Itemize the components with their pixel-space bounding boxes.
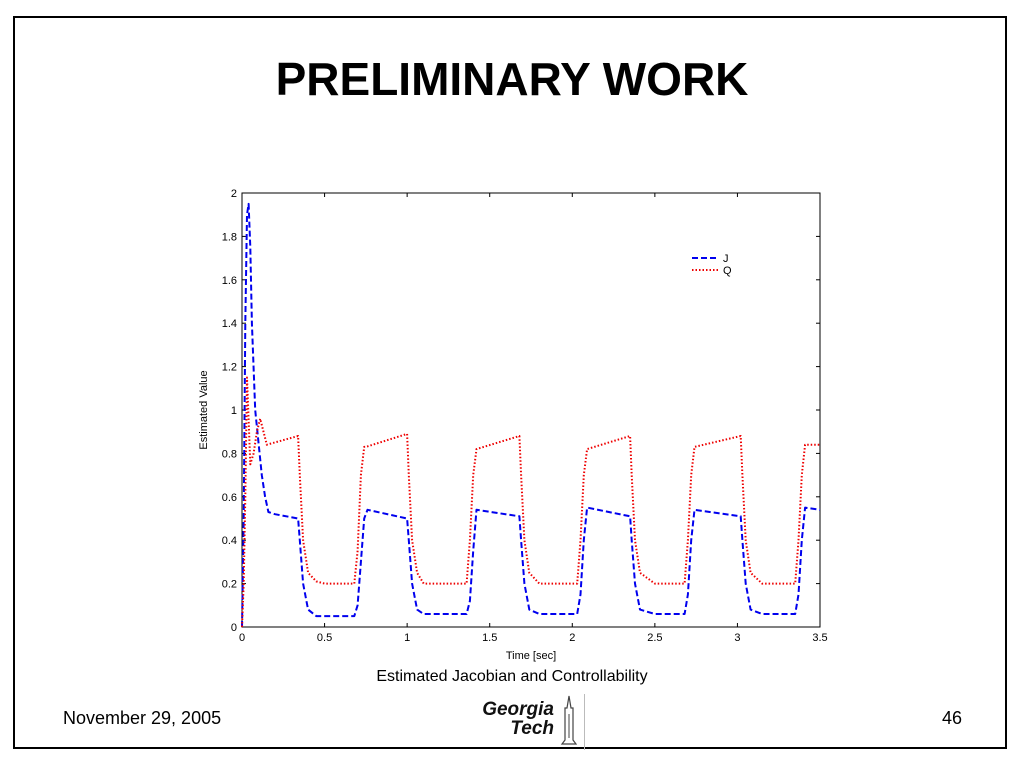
y-tick-label: 2: [231, 188, 237, 200]
series-layer: [241, 202, 821, 628]
footer-date: November 29, 2005: [63, 708, 222, 728]
x-tick-label: 1: [404, 632, 410, 644]
y-axis-label: Estimated Value: [198, 370, 210, 449]
x-tick-label: 3.5: [812, 632, 827, 644]
page-number: 46: [941, 708, 962, 728]
y-tick-label: 1.6: [222, 275, 237, 287]
y-tick-label: 1.8: [222, 231, 237, 243]
logo-text: Georgia Tech: [446, 700, 554, 738]
x-tick-label: 3: [734, 632, 740, 644]
y-tick-label: 0: [231, 622, 237, 634]
x-tick-label: 1.5: [482, 632, 497, 644]
tech-tower-icon: [560, 695, 578, 745]
plot-area: [241, 192, 821, 628]
y-tick-label: 0.8: [222, 448, 237, 460]
logo-line-georgia: Georgia: [482, 699, 554, 720]
axis-ticks: 0 0.5 1 1.5 2 2.5 3 3.5 0 0.2 0.4 0.6 0.8 1 1.2 1.4 1.6 1…: [222, 188, 828, 644]
legend-label-q: Q: [723, 265, 732, 277]
legend-label-j: J: [723, 253, 729, 265]
chart-caption: Estimated Jacobian and Controllability: [376, 668, 648, 685]
slide-title: PRELIMINARY WORK: [275, 53, 749, 105]
logo-line-tech: Tech: [510, 718, 554, 739]
georgia-tech-logo: Georgia Tech: [440, 694, 590, 750]
slide-frame: [13, 16, 1007, 749]
series-line-j: [241, 202, 821, 628]
y-tick-label: 1: [231, 405, 237, 417]
x-tick-label: 0.5: [317, 632, 332, 644]
series-line-q: [241, 376, 820, 628]
x-tick-label: 2: [569, 632, 575, 644]
logo-divider: [584, 694, 585, 750]
x-tick-label: 2.5: [647, 632, 662, 644]
x-tick-label: 0: [239, 632, 245, 644]
x-axis-label: Time [sec]: [506, 650, 556, 662]
y-tick-label: 0.4: [222, 535, 237, 547]
y-tick-label: 0.6: [222, 492, 237, 504]
y-tick-label: 1.4: [222, 318, 237, 330]
y-tick-label: 0.2: [222, 579, 237, 591]
y-tick-label: 1.2: [222, 362, 237, 374]
legend: JQ: [692, 253, 732, 277]
